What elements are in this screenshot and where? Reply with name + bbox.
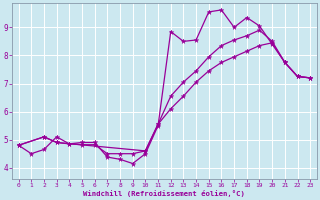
X-axis label: Windchill (Refroidissement éolien,°C): Windchill (Refroidissement éolien,°C) xyxy=(84,190,245,197)
